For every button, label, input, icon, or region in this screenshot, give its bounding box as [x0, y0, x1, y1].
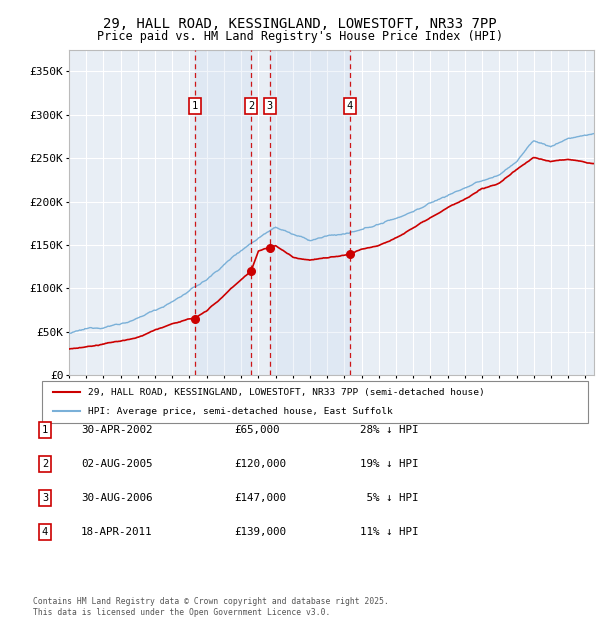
Text: 30-APR-2002: 30-APR-2002 [81, 425, 152, 435]
Text: 19% ↓ HPI: 19% ↓ HPI [360, 459, 419, 469]
Text: £120,000: £120,000 [234, 459, 286, 469]
Bar [270, 50, 350, 375]
Bar [195, 50, 251, 375]
Text: 28% ↓ HPI: 28% ↓ HPI [360, 425, 419, 435]
Text: 02-AUG-2005: 02-AUG-2005 [81, 459, 152, 469]
Text: HPI: Average price, semi-detached house, East Suffolk: HPI: Average price, semi-detached house,… [88, 407, 393, 415]
Text: 29, HALL ROAD, KESSINGLAND, LOWESTOFT, NR33 7PP (semi-detached house): 29, HALL ROAD, KESSINGLAND, LOWESTOFT, N… [88, 388, 485, 397]
Text: 30-AUG-2006: 30-AUG-2006 [81, 493, 152, 503]
Text: 2: 2 [248, 101, 254, 111]
Text: Price paid vs. HM Land Registry's House Price Index (HPI): Price paid vs. HM Land Registry's House … [97, 30, 503, 43]
Text: £139,000: £139,000 [234, 527, 286, 537]
Text: 18-APR-2011: 18-APR-2011 [81, 527, 152, 537]
Text: 2: 2 [42, 459, 48, 469]
Text: 1: 1 [192, 101, 198, 111]
Text: 3: 3 [42, 493, 48, 503]
Text: 1: 1 [42, 425, 48, 435]
Text: 11% ↓ HPI: 11% ↓ HPI [360, 527, 419, 537]
Text: £65,000: £65,000 [234, 425, 280, 435]
Text: Contains HM Land Registry data © Crown copyright and database right 2025.
This d: Contains HM Land Registry data © Crown c… [33, 598, 389, 617]
Text: 29, HALL ROAD, KESSINGLAND, LOWESTOFT, NR33 7PP: 29, HALL ROAD, KESSINGLAND, LOWESTOFT, N… [103, 17, 497, 32]
Text: 5% ↓ HPI: 5% ↓ HPI [360, 493, 419, 503]
Text: 4: 4 [346, 101, 353, 111]
Text: £147,000: £147,000 [234, 493, 286, 503]
Text: 4: 4 [42, 527, 48, 537]
Text: 3: 3 [267, 101, 273, 111]
